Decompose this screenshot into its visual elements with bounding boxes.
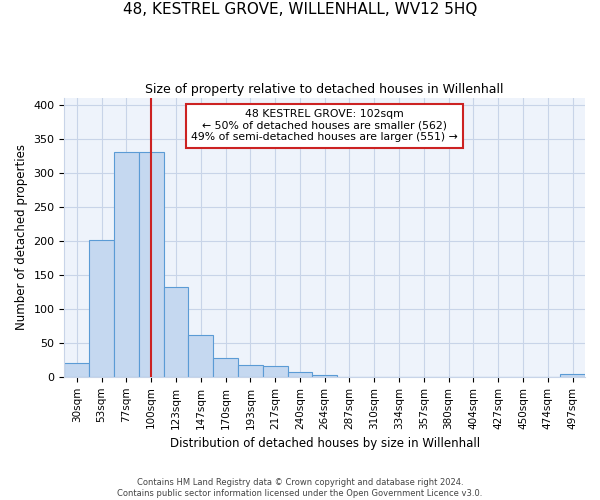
Bar: [238, 366, 263, 377]
Text: Contains HM Land Registry data © Crown copyright and database right 2024.
Contai: Contains HM Land Registry data © Crown c…: [118, 478, 482, 498]
Bar: [114, 152, 139, 377]
Bar: [213, 358, 238, 377]
Bar: [188, 334, 213, 377]
Bar: [139, 152, 164, 377]
Bar: [560, 374, 585, 377]
Text: 48 KESTREL GROVE: 102sqm
← 50% of detached houses are smaller (562)
49% of semi-: 48 KESTREL GROVE: 102sqm ← 50% of detach…: [191, 109, 458, 142]
X-axis label: Distribution of detached houses by size in Willenhall: Distribution of detached houses by size …: [170, 437, 480, 450]
Bar: [313, 376, 337, 377]
Y-axis label: Number of detached properties: Number of detached properties: [15, 144, 28, 330]
Title: Size of property relative to detached houses in Willenhall: Size of property relative to detached ho…: [145, 82, 504, 96]
Bar: [64, 363, 89, 377]
Bar: [287, 372, 313, 377]
Text: 48, KESTREL GROVE, WILLENHALL, WV12 5HQ: 48, KESTREL GROVE, WILLENHALL, WV12 5HQ: [123, 2, 477, 18]
Bar: [263, 366, 287, 377]
Bar: [89, 240, 114, 377]
Bar: [164, 287, 188, 377]
